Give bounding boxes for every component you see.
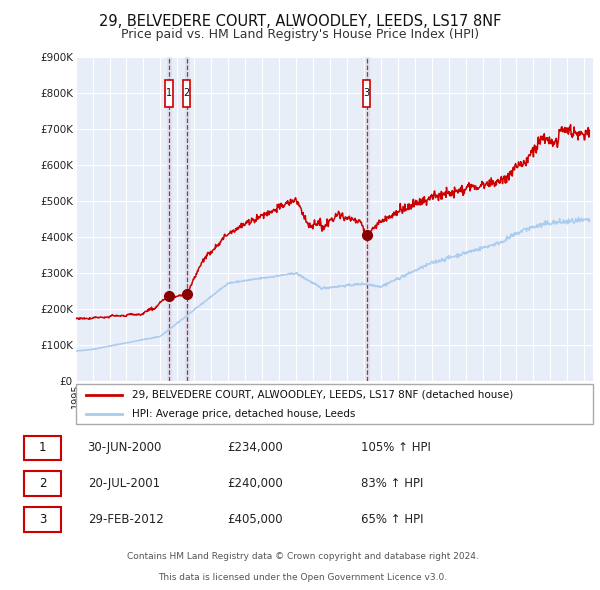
Text: 65% ↑ HPI: 65% ↑ HPI xyxy=(361,513,424,526)
Bar xyxy=(365,57,369,381)
Text: £240,000: £240,000 xyxy=(227,477,283,490)
Text: £405,000: £405,000 xyxy=(227,513,283,526)
Text: This data is licensed under the Open Government Licence v3.0.: This data is licensed under the Open Gov… xyxy=(158,573,448,582)
FancyBboxPatch shape xyxy=(165,80,173,107)
FancyBboxPatch shape xyxy=(76,384,593,424)
Bar xyxy=(167,57,171,381)
Bar xyxy=(185,57,189,381)
FancyBboxPatch shape xyxy=(23,507,61,532)
Text: Contains HM Land Registry data © Crown copyright and database right 2024.: Contains HM Land Registry data © Crown c… xyxy=(127,552,479,560)
Text: 83% ↑ HPI: 83% ↑ HPI xyxy=(361,477,424,490)
FancyBboxPatch shape xyxy=(23,471,61,496)
Text: 29-FEB-2012: 29-FEB-2012 xyxy=(88,513,163,526)
FancyBboxPatch shape xyxy=(183,80,190,107)
Text: 29, BELVEDERE COURT, ALWOODLEY, LEEDS, LS17 8NF (detached house): 29, BELVEDERE COURT, ALWOODLEY, LEEDS, L… xyxy=(133,390,514,400)
Text: Price paid vs. HM Land Registry's House Price Index (HPI): Price paid vs. HM Land Registry's House … xyxy=(121,28,479,41)
Text: 29, BELVEDERE COURT, ALWOODLEY, LEEDS, LS17 8NF: 29, BELVEDERE COURT, ALWOODLEY, LEEDS, L… xyxy=(99,14,501,29)
Text: HPI: Average price, detached house, Leeds: HPI: Average price, detached house, Leed… xyxy=(133,409,356,418)
Text: 20-JUL-2001: 20-JUL-2001 xyxy=(88,477,160,490)
Text: 1: 1 xyxy=(166,88,172,98)
Text: 2: 2 xyxy=(39,477,46,490)
Text: £234,000: £234,000 xyxy=(227,441,283,454)
Text: 2: 2 xyxy=(184,88,190,98)
Text: 3: 3 xyxy=(364,88,370,98)
FancyBboxPatch shape xyxy=(23,435,61,460)
FancyBboxPatch shape xyxy=(363,80,370,107)
Text: 30-JUN-2000: 30-JUN-2000 xyxy=(88,441,162,454)
Text: 3: 3 xyxy=(39,513,46,526)
Text: 1: 1 xyxy=(39,441,46,454)
Text: 105% ↑ HPI: 105% ↑ HPI xyxy=(361,441,431,454)
